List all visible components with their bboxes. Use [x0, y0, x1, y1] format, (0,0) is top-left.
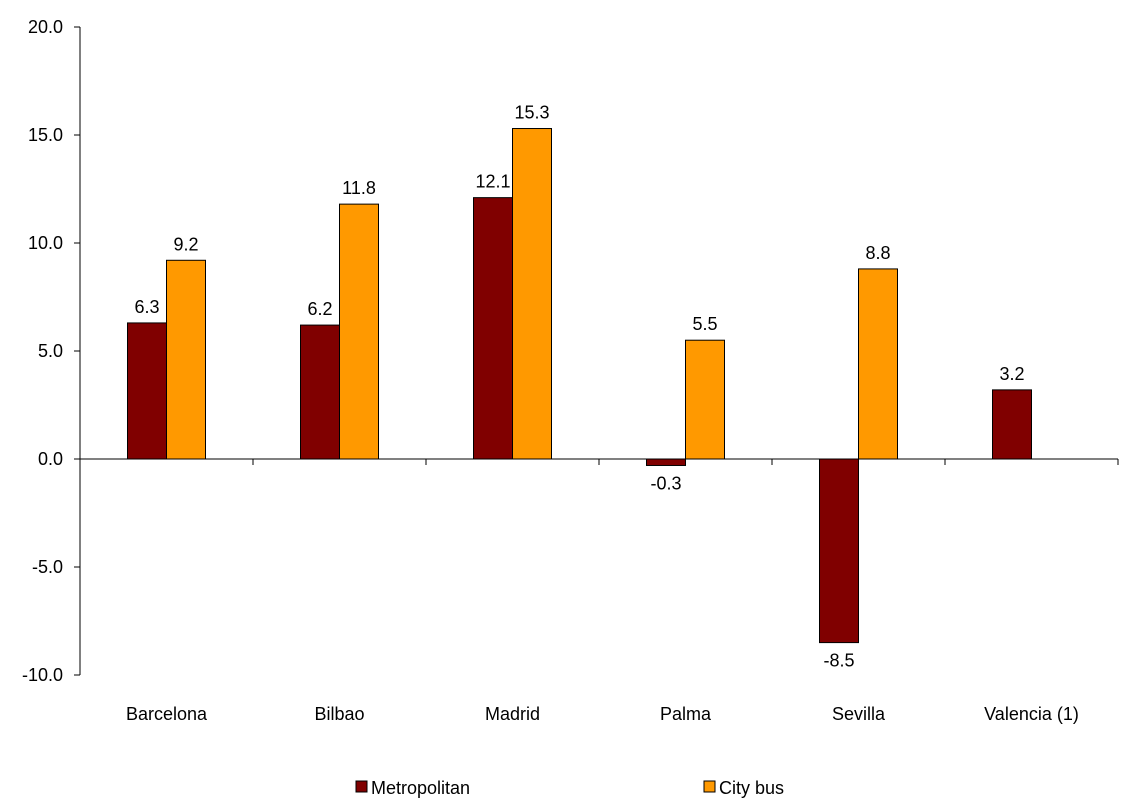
- category-label: Barcelona: [126, 704, 208, 724]
- bar-metropolitan-palma: [646, 458, 686, 466]
- category-label: Palma: [660, 704, 712, 724]
- bar-metropolitan-valencia-1: [992, 389, 1032, 460]
- bar-city-bus-palma: [685, 339, 725, 460]
- data-label-metropolitan-barcelona: 6.3: [134, 297, 159, 317]
- data-label-metropolitan-valencia-1: 3.2: [999, 364, 1024, 384]
- bar-metropolitan-madrid: [473, 197, 513, 460]
- legend: Metropolitan City bus: [355, 778, 784, 798]
- y-tick-label: 0.0: [38, 449, 63, 469]
- category-label: Valencia (1): [984, 704, 1079, 724]
- y-tick-label: 10.0: [28, 233, 63, 253]
- bar-metropolitan-bilbao: [300, 324, 340, 460]
- category-label: Sevilla: [832, 704, 886, 724]
- y-tick-label: -10.0: [22, 665, 63, 685]
- legend-swatch-metropolitan: [355, 780, 368, 793]
- data-label-metropolitan-sevilla: -8.5: [823, 651, 854, 671]
- data-label-city-bus-bilbao: 11.8: [342, 178, 376, 198]
- data-label-metropolitan-palma: -0.3: [650, 473, 681, 493]
- category-label: Bilbao: [314, 704, 364, 724]
- y-tick-label: 15.0: [28, 125, 63, 145]
- bar-metropolitan-sevilla: [819, 458, 859, 644]
- data-label-city-bus-sevilla: 8.8: [865, 243, 890, 263]
- data-label-metropolitan-bilbao: 6.2: [307, 299, 332, 319]
- legend-swatch-city-bus: [703, 780, 716, 793]
- plot-area: 20.0 15.0 10.0 5.0 0.0 -5.0 -10.0 6.3 9.2 Barcelo…: [22, 17, 1119, 724]
- data-label-city-bus-barcelona: 9.2: [173, 234, 198, 254]
- legend-label-metropolitan: Metropolitan: [371, 778, 470, 798]
- bar-city-bus-madrid: [512, 128, 552, 460]
- bar-city-bus-barcelona: [166, 259, 206, 460]
- category-label: Madrid: [485, 704, 540, 724]
- bar-city-bus-sevilla: [858, 268, 898, 460]
- data-label-city-bus-madrid: 15.3: [514, 103, 549, 123]
- data-label-city-bus-palma: 5.5: [692, 314, 717, 334]
- legend-label-city-bus: City bus: [719, 778, 784, 798]
- y-tick-label: 5.0: [38, 341, 63, 361]
- y-tick-label: 20.0: [28, 17, 63, 37]
- y-tick-label: -5.0: [32, 557, 63, 577]
- data-label-metropolitan-madrid: 12.1: [475, 172, 510, 192]
- bar-city-bus-bilbao: [339, 203, 379, 460]
- bar-metropolitan-barcelona: [127, 322, 167, 460]
